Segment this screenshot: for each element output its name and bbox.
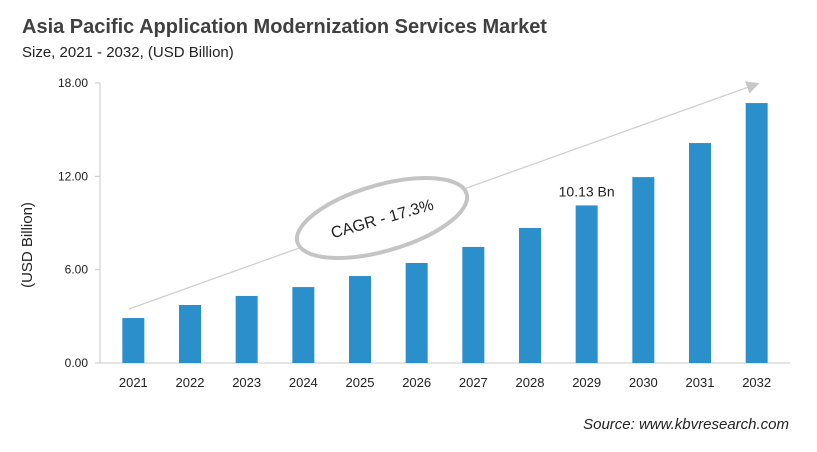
y-axis-label: (USD Billion) — [19, 202, 36, 288]
bar-2022 — [179, 304, 201, 363]
x-tick-label: 2021 — [119, 375, 148, 390]
y-tick-label: 18.00 — [58, 76, 88, 90]
bar-2023 — [235, 295, 258, 363]
bar-2030 — [632, 177, 655, 363]
bar-2027 — [462, 246, 485, 363]
data-label: 10.13 Bn — [559, 183, 615, 199]
x-tick-label: 2028 — [516, 375, 545, 390]
bar-2032 — [745, 103, 768, 364]
bar-2031 — [689, 143, 711, 363]
bar-2026 — [405, 262, 428, 363]
chart-subtitle: Size, 2021 - 2032, (USD Billion) — [22, 44, 234, 61]
x-tick-label: 2031 — [686, 375, 715, 390]
y-tick-label: 6.00 — [65, 263, 89, 277]
bar-2021 — [122, 318, 145, 363]
x-tick-label: 2027 — [459, 375, 488, 390]
cagr-ellipse — [294, 176, 470, 260]
x-tick-label: 2026 — [402, 375, 431, 390]
y-tick-label: 12.00 — [58, 169, 88, 183]
x-tick-label: 2029 — [572, 375, 601, 390]
chart-title: Asia Pacific Application Modernization S… — [22, 16, 547, 38]
x-tick-label: 2032 — [742, 375, 771, 390]
x-tick-label: 2023 — [232, 375, 261, 390]
bar-2028 — [519, 227, 541, 363]
bar-2024 — [292, 287, 315, 363]
bar-2029 — [575, 205, 598, 363]
x-tick-label: 2022 — [176, 375, 205, 390]
source-note: Source: www.kbvresearch.com — [583, 416, 789, 433]
x-tick-label: 2025 — [346, 375, 375, 390]
y-tick-label: 0.00 — [65, 356, 89, 370]
bar-2025 — [349, 276, 371, 363]
x-tick-label: 2024 — [289, 375, 318, 390]
x-tick-label: 2030 — [629, 375, 658, 390]
